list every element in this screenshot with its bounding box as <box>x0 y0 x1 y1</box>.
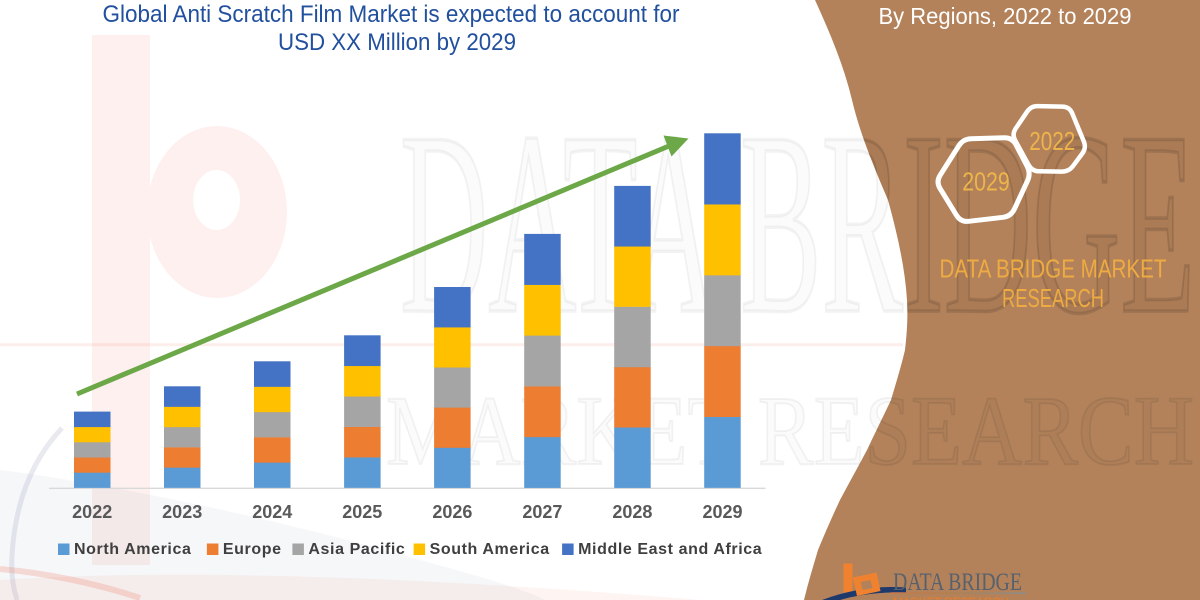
svg-text:2023: 2023 <box>162 502 202 522</box>
svg-text:MARKET RESEARCH: MARKET RESEARCH <box>386 375 1194 486</box>
svg-text:Global Anti Scratch Film Marke: Global Anti Scratch Film Market is expec… <box>103 1 680 28</box>
svg-text:2022: 2022 <box>1029 126 1075 156</box>
svg-text:South America: South America <box>430 541 550 558</box>
svg-text:2029: 2029 <box>962 167 1010 197</box>
svg-text:Asia Pacific: Asia Pacific <box>308 541 405 558</box>
svg-text:2022: 2022 <box>72 502 112 522</box>
svg-text:MARKET RESEARCH: MARKET RESEARCH <box>893 595 1009 600</box>
svg-text:RESEARCH: RESEARCH <box>1002 283 1104 313</box>
svg-text:2024: 2024 <box>252 502 292 522</box>
svg-text:Middle East and Africa: Middle East and Africa <box>578 541 762 558</box>
svg-text:2025: 2025 <box>342 502 382 522</box>
svg-text:North America: North America <box>74 541 191 558</box>
svg-text:2029: 2029 <box>702 502 742 522</box>
svg-text:USD XX Million by 2029: USD XX Million by 2029 <box>278 29 516 56</box>
svg-text:2028: 2028 <box>612 502 652 522</box>
svg-text:2026: 2026 <box>432 502 472 522</box>
svg-text:2027: 2027 <box>522 502 562 522</box>
svg-text:Europe: Europe <box>223 541 282 558</box>
svg-text:DATA BRIDGE: DATA BRIDGE <box>893 567 1022 596</box>
svg-text:By Regions, 2022 to 2029: By Regions, 2022 to 2029 <box>879 3 1132 29</box>
svg-text:DATA BRIDGE MARKET: DATA BRIDGE MARKET <box>940 254 1167 284</box>
